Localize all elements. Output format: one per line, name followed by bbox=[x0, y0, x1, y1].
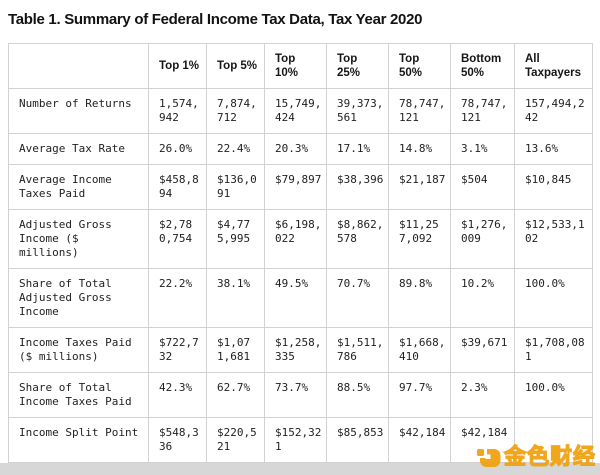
header-row: Top 1% Top 5% Top 10% Top 25% Top 50% Bo… bbox=[8, 43, 593, 89]
row-label: Average Tax Rate bbox=[8, 133, 149, 165]
cell-top-10: $1,258,335 bbox=[264, 327, 327, 373]
cell-bottom-50: $1,276,009 bbox=[450, 209, 515, 269]
cell-top-1: $458,894 bbox=[148, 164, 207, 210]
table-body: Number of Returns 1,574,942 7,874,712 15… bbox=[8, 88, 593, 463]
cell-top-5: $220,521 bbox=[206, 417, 265, 463]
cell-top-25: $1,511,786 bbox=[326, 327, 389, 373]
cell-top-10: $152,321 bbox=[264, 417, 327, 463]
jinse-finance-logo-icon bbox=[476, 445, 502, 471]
cell-top-10: 73.7% bbox=[264, 372, 327, 418]
cell-all-taxpayers: 13.6% bbox=[514, 133, 593, 165]
cell-top-50: $42,184 bbox=[388, 417, 451, 463]
cell-top-50: $21,187 bbox=[388, 164, 451, 210]
cell-top-25: 88.5% bbox=[326, 372, 389, 418]
cell-top-50: 89.8% bbox=[388, 268, 451, 328]
cell-top-10: 20.3% bbox=[264, 133, 327, 165]
cell-top-1: 22.2% bbox=[148, 268, 207, 328]
cell-top-1: $548,336 bbox=[148, 417, 207, 463]
table-row: Number of Returns 1,574,942 7,874,712 15… bbox=[8, 88, 593, 134]
cell-all-taxpayers: 157,494,242 bbox=[514, 88, 593, 134]
cell-top-25: 39,373,561 bbox=[326, 88, 389, 134]
column-header-bottom-50: Bottom 50% bbox=[450, 43, 515, 89]
cell-bottom-50: $39,671 bbox=[450, 327, 515, 373]
cell-top-1: 26.0% bbox=[148, 133, 207, 165]
row-label: Average Income Taxes Paid bbox=[8, 164, 149, 210]
cell-bottom-50: 2.3% bbox=[450, 372, 515, 418]
column-header-top-10: Top 10% bbox=[264, 43, 327, 89]
cell-top-5: 7,874,712 bbox=[206, 88, 265, 134]
table-row: Income Taxes Paid ($ millions) $722,732 … bbox=[8, 327, 593, 373]
cell-top-10: 15,749,424 bbox=[264, 88, 327, 134]
row-label: Income Taxes Paid ($ millions) bbox=[8, 327, 149, 373]
page-title: Table 1. Summary of Federal Income Tax D… bbox=[8, 11, 423, 28]
row-label: Number of Returns bbox=[8, 88, 149, 134]
watermark-text: 金色财经 bbox=[503, 445, 596, 470]
cell-top-50: 78,747,121 bbox=[388, 88, 451, 134]
cell-all-taxpayers: $10,845 bbox=[514, 164, 593, 210]
cell-top-50: $1,668,410 bbox=[388, 327, 451, 373]
cell-top-5: $1,071,681 bbox=[206, 327, 265, 373]
column-header-blank bbox=[8, 43, 149, 89]
table-row: Average Income Taxes Paid $458,894 $136,… bbox=[8, 164, 593, 210]
row-label: Share of Total Income Taxes Paid bbox=[8, 372, 149, 418]
cell-top-25: 70.7% bbox=[326, 268, 389, 328]
cell-all-taxpayers: 100.0% bbox=[514, 268, 593, 328]
table-row: Adjusted Gross Income ($ millions) $2,78… bbox=[8, 209, 593, 269]
cell-top-1: $2,780,754 bbox=[148, 209, 207, 269]
cell-all-taxpayers bbox=[514, 417, 593, 463]
cell-top-25: $38,396 bbox=[326, 164, 389, 210]
column-header-top-5: Top 5% bbox=[206, 43, 265, 89]
cell-bottom-50: 10.2% bbox=[450, 268, 515, 328]
cell-top-10: $79,897 bbox=[264, 164, 327, 210]
cell-top-10: 49.5% bbox=[264, 268, 327, 328]
column-header-top-50: Top 50% bbox=[388, 43, 451, 89]
table-row: Share of Total Adjusted Gross Income 22.… bbox=[8, 268, 593, 328]
cell-top-25: $8,862,578 bbox=[326, 209, 389, 269]
column-header-top-25: Top 25% bbox=[326, 43, 389, 89]
table-row: Share of Total Income Taxes Paid 42.3% 6… bbox=[8, 372, 593, 418]
table-row: Income Split Point $548,336 $220,521 $15… bbox=[8, 417, 593, 463]
column-header-top-1: Top 1% bbox=[148, 43, 207, 89]
cell-top-50: $11,257,092 bbox=[388, 209, 451, 269]
cell-top-1: $722,732 bbox=[148, 327, 207, 373]
cell-all-taxpayers: $12,533,102 bbox=[514, 209, 593, 269]
bottom-gray-bar bbox=[0, 463, 600, 475]
cell-top-25: $85,853 bbox=[326, 417, 389, 463]
table-header: Top 1% Top 5% Top 10% Top 25% Top 50% Bo… bbox=[8, 43, 593, 89]
watermark: 金色财经 bbox=[476, 445, 596, 471]
row-label: Share of Total Adjusted Gross Income bbox=[8, 268, 149, 328]
row-label: Income Split Point bbox=[8, 417, 149, 463]
cell-top-50: 14.8% bbox=[388, 133, 451, 165]
cell-bottom-50: 78,747,121 bbox=[450, 88, 515, 134]
column-header-all-taxpayers: All Taxpayers bbox=[514, 43, 593, 89]
cell-top-10: $6,198,022 bbox=[264, 209, 327, 269]
cell-top-50: 97.7% bbox=[388, 372, 451, 418]
cell-top-5: $4,775,995 bbox=[206, 209, 265, 269]
cell-all-taxpayers: 100.0% bbox=[514, 372, 593, 418]
cell-top-1: 42.3% bbox=[148, 372, 207, 418]
cell-top-1: 1,574,942 bbox=[148, 88, 207, 134]
cell-top-5: 62.7% bbox=[206, 372, 265, 418]
federal-income-tax-table: Top 1% Top 5% Top 10% Top 25% Top 50% Bo… bbox=[8, 43, 593, 475]
cell-top-5: 38.1% bbox=[206, 268, 265, 328]
cell-bottom-50: $504 bbox=[450, 164, 515, 210]
cell-all-taxpayers: $1,708,081 bbox=[514, 327, 593, 373]
table-row: Average Tax Rate 26.0% 22.4% 20.3% 17.1%… bbox=[8, 133, 593, 165]
cell-top-25: 17.1% bbox=[326, 133, 389, 165]
row-label: Adjusted Gross Income ($ millions) bbox=[8, 209, 149, 269]
cell-top-5: 22.4% bbox=[206, 133, 265, 165]
cell-top-5: $136,091 bbox=[206, 164, 265, 210]
cell-bottom-50: 3.1% bbox=[450, 133, 515, 165]
